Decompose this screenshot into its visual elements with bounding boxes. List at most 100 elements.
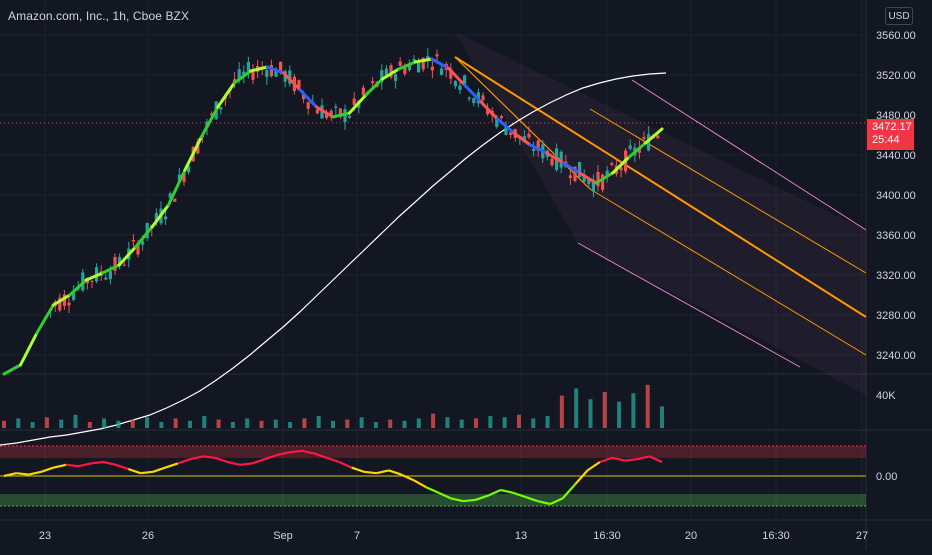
volume-bar: [44, 417, 49, 428]
pitchfork-fill: [455, 32, 866, 395]
price-tick-label: 3240.00: [876, 350, 916, 362]
last-price-value: 3472.17: [872, 121, 912, 133]
candle-body: [113, 257, 117, 271]
candle-body: [407, 64, 411, 71]
osc-segment: [65, 463, 79, 468]
volume-bar: [216, 419, 221, 428]
candle-body: [274, 69, 278, 77]
volume-bar: [488, 416, 493, 428]
candle-body: [371, 81, 375, 84]
osc-segment: [338, 460, 353, 469]
candle-body: [605, 170, 609, 177]
osc-segment: [90, 460, 104, 465]
candle-body: [610, 163, 614, 165]
time-tick-label: 20: [685, 530, 697, 542]
osc-segment: [574, 469, 589, 486]
trend-segment: [232, 69, 253, 85]
candle-body: [472, 98, 476, 104]
volume-bar: [302, 418, 307, 428]
oversold-band: [0, 494, 866, 506]
moving-average-line: [0, 72, 667, 446]
candle-body: [430, 66, 434, 71]
currency-button[interactable]: USD: [885, 7, 913, 25]
trend-segment: [216, 81, 236, 109]
candle-body: [279, 61, 283, 72]
candle-body: [343, 109, 347, 123]
pitchfork-outer-upper: [631, 79, 867, 231]
price-tick-label: 3360.00: [876, 230, 916, 242]
osc-segment: [475, 494, 489, 501]
price-tick-label: 3520.00: [876, 70, 916, 82]
osc-segment: [500, 488, 514, 494]
candle-body: [449, 68, 453, 79]
price-axis[interactable]: 3560.003520.003480.003440.003400.003360.…: [876, 30, 916, 362]
osc-segment: [301, 449, 315, 455]
candle-body: [182, 172, 186, 182]
candle-body: [481, 95, 485, 101]
volume-bar: [402, 420, 407, 428]
time-axis[interactable]: 23 26 Sep 7 13 16:30 20 16:30 27: [39, 530, 868, 542]
candle-body: [67, 302, 71, 306]
trend-line: [2, 57, 664, 376]
candle-body: [587, 179, 591, 184]
volume-bar: [602, 392, 607, 428]
candle-body: [210, 113, 214, 116]
trend-segment: [397, 60, 417, 71]
candle-body: [394, 74, 398, 81]
volume-bar: [245, 418, 250, 428]
trend-segment: [183, 135, 203, 172]
candle-body: [288, 70, 292, 84]
candle-body: [403, 67, 407, 75]
candle-body: [237, 69, 241, 81]
osc-segment: [376, 469, 390, 475]
trend-segment: [35, 303, 55, 335]
osc-segment: [28, 470, 42, 476]
osc-segment: [152, 466, 166, 473]
candle-body: [251, 71, 255, 80]
osc-segment: [115, 463, 129, 471]
volume-bar: [30, 422, 35, 428]
volume-bar: [660, 406, 664, 428]
volume-bar: [116, 420, 121, 428]
candle-body: [58, 297, 62, 311]
trend-segment: [627, 141, 648, 159]
candle-body: [628, 145, 632, 149]
osc-segment: [450, 497, 464, 503]
candle-body: [527, 133, 531, 138]
time-tick-label: Sep: [273, 530, 293, 542]
candle-body: [108, 271, 112, 280]
volume-bar: [545, 416, 550, 428]
candle-body: [122, 264, 126, 266]
candle-body: [458, 85, 462, 90]
candle-body: [656, 135, 660, 139]
last-price-tag: 3472.17 25:44: [867, 119, 914, 150]
candle-body: [495, 118, 499, 127]
volume-bar: [273, 419, 278, 428]
overbought-band: [0, 446, 866, 458]
candle-body: [486, 109, 490, 115]
time-tick-label: 16:30: [593, 530, 621, 542]
trend-segment: [282, 71, 302, 92]
osc-segment: [177, 458, 191, 465]
volume-bar: [2, 420, 6, 428]
volume-bar: [373, 422, 378, 428]
trend-segment: [430, 57, 450, 70]
osc-segment: [351, 466, 365, 473]
volume-bar: [645, 384, 650, 428]
osc-segment: [127, 467, 141, 475]
candle-body: [361, 87, 365, 96]
candle-body: [315, 109, 319, 114]
osc-segment: [78, 462, 92, 468]
trend-segment: [644, 127, 664, 145]
trend-segment: [512, 131, 532, 147]
osc-segment: [487, 488, 502, 497]
osc-segment: [624, 458, 638, 462]
candle-body: [582, 174, 586, 182]
trend-segment: [249, 65, 269, 73]
candle-body: [499, 116, 503, 119]
volume-bar: [474, 418, 479, 428]
osc-segment: [239, 462, 253, 466]
bar-countdown: 25:44: [872, 134, 900, 146]
